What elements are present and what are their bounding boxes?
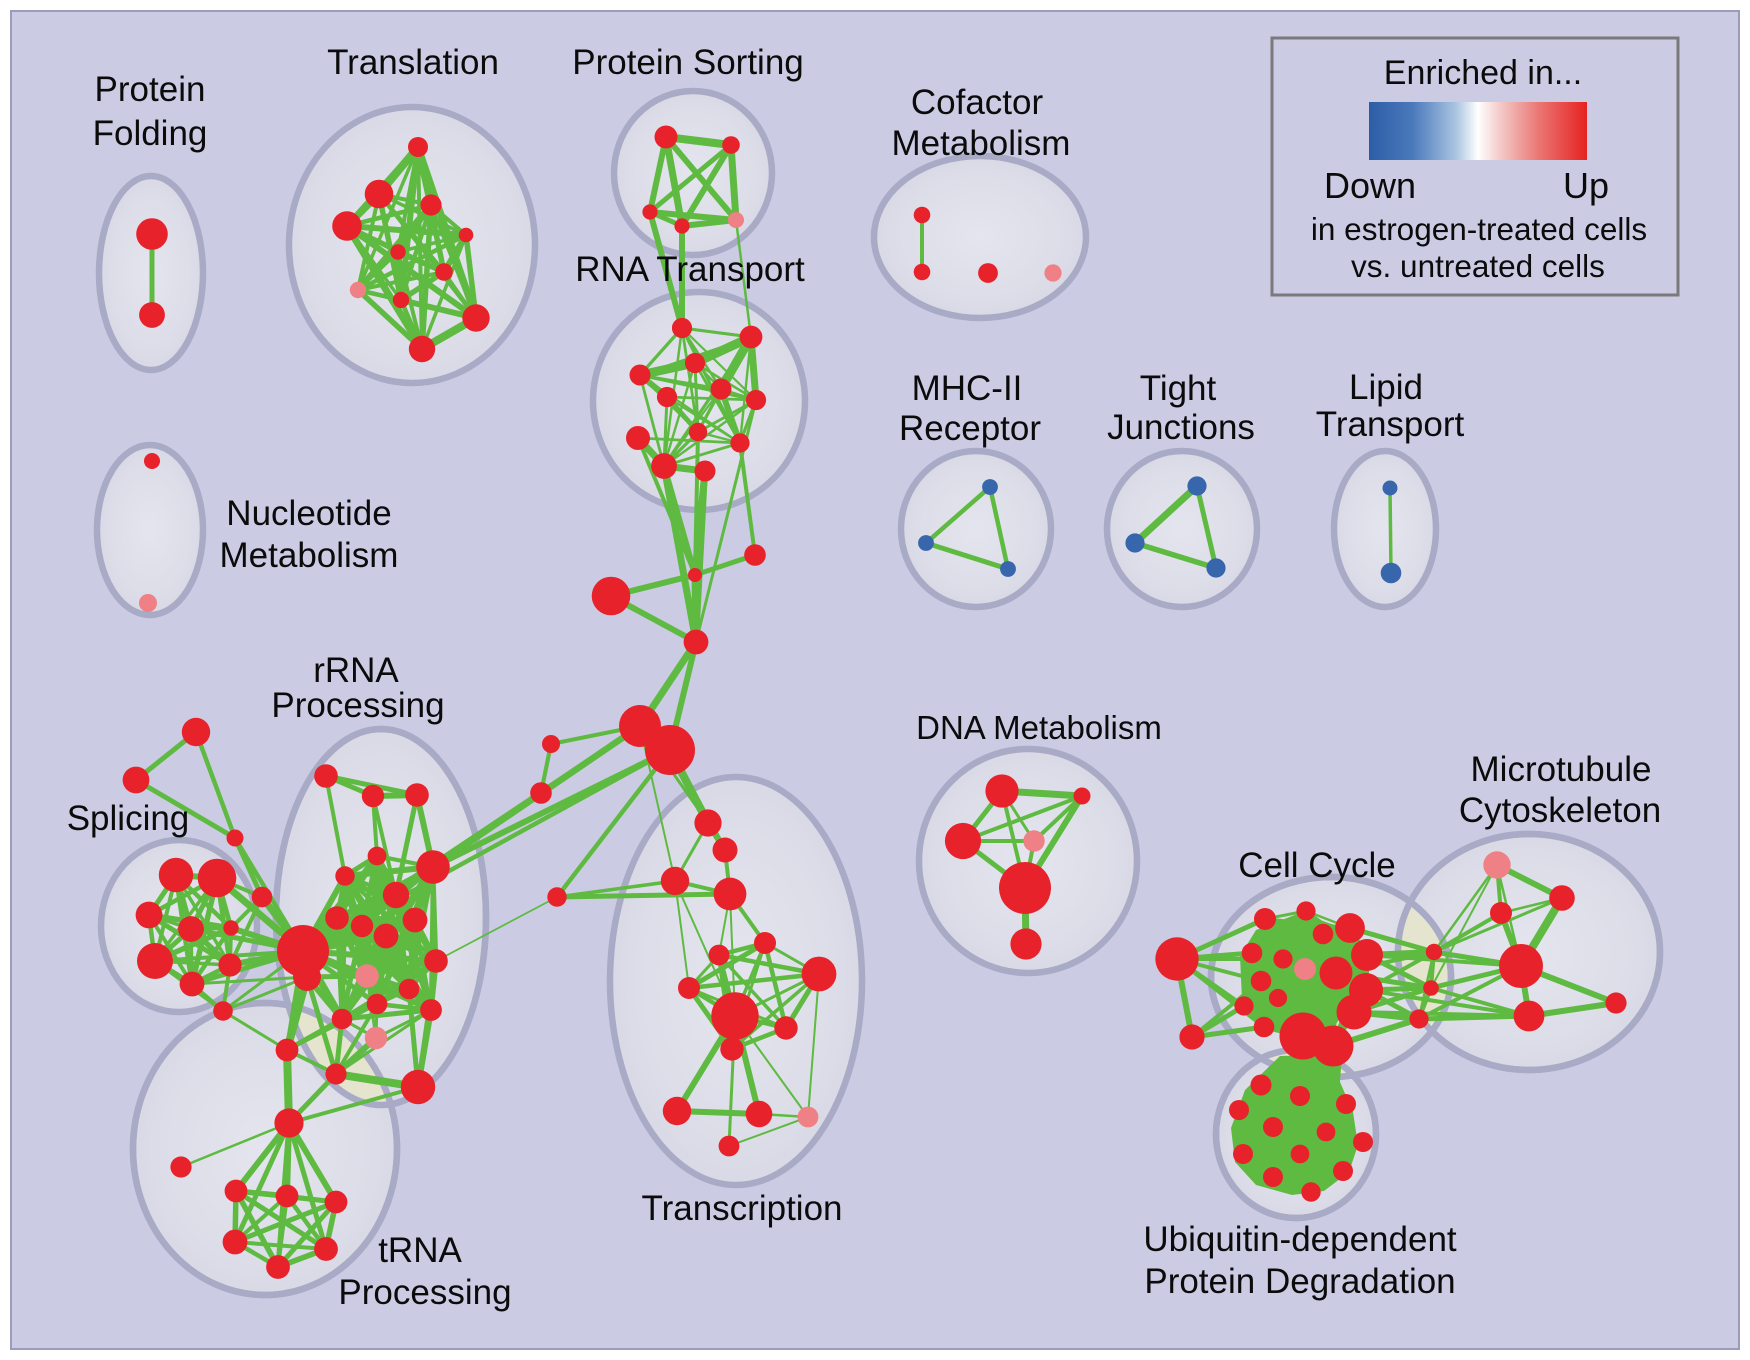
svg-text:Up: Up <box>1563 165 1609 206</box>
svg-text:in estrogen-treated cells: in estrogen-treated cells <box>1311 211 1647 247</box>
svg-text:MHC-II: MHC-II <box>912 369 1023 408</box>
svg-text:vs. untreated cells: vs. untreated cells <box>1351 248 1605 284</box>
svg-text:rRNA: rRNA <box>313 651 399 690</box>
svg-text:RNA Transport: RNA Transport <box>575 250 805 289</box>
svg-text:Transport: Transport <box>1316 405 1465 444</box>
svg-text:tRNA: tRNA <box>378 1231 462 1270</box>
svg-text:Tight: Tight <box>1140 369 1217 408</box>
svg-text:Down: Down <box>1324 165 1416 206</box>
svg-text:DNA Metabolism: DNA Metabolism <box>916 709 1162 746</box>
svg-text:Cell Cycle: Cell Cycle <box>1238 846 1396 885</box>
svg-text:Metabolism: Metabolism <box>220 536 399 575</box>
svg-text:Cytoskeleton: Cytoskeleton <box>1459 791 1661 830</box>
svg-text:Folding: Folding <box>93 114 208 153</box>
svg-text:Nucleotide: Nucleotide <box>226 494 391 533</box>
svg-text:Cofactor: Cofactor <box>911 83 1044 122</box>
svg-text:Protein: Protein <box>95 70 206 109</box>
svg-text:Microtubule: Microtubule <box>1471 750 1652 789</box>
svg-text:Transcription: Transcription <box>642 1189 843 1228</box>
svg-text:Translation: Translation <box>327 43 499 82</box>
svg-text:Receptor: Receptor <box>899 409 1041 448</box>
svg-text:Junctions: Junctions <box>1107 408 1255 447</box>
svg-text:Lipid: Lipid <box>1349 368 1423 407</box>
svg-text:Protein Sorting: Protein Sorting <box>572 43 804 82</box>
svg-text:Ubiquitin-dependent: Ubiquitin-dependent <box>1143 1220 1457 1259</box>
svg-text:Splicing: Splicing <box>67 799 190 838</box>
svg-text:Processing: Processing <box>338 1273 511 1312</box>
svg-text:Protein Degradation: Protein Degradation <box>1144 1262 1455 1301</box>
svg-text:Enriched in...: Enriched in... <box>1384 54 1582 92</box>
svg-text:Processing: Processing <box>271 686 444 725</box>
svg-text:Metabolism: Metabolism <box>892 124 1071 163</box>
